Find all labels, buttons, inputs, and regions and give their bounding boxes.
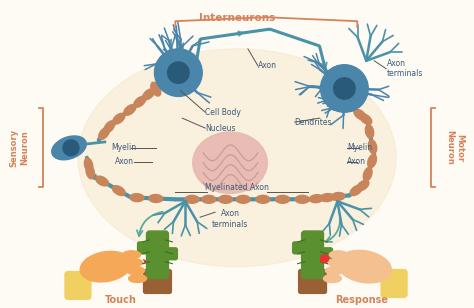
Text: Myelinated Axon: Myelinated Axon: [205, 183, 269, 192]
Ellipse shape: [368, 154, 376, 168]
Ellipse shape: [326, 267, 343, 274]
Ellipse shape: [256, 195, 270, 203]
Ellipse shape: [331, 192, 345, 201]
Circle shape: [320, 255, 328, 263]
Ellipse shape: [124, 105, 136, 115]
Text: Axon
terminals: Axon terminals: [387, 59, 423, 79]
Ellipse shape: [350, 185, 362, 196]
Ellipse shape: [323, 274, 341, 282]
Ellipse shape: [193, 132, 267, 193]
Ellipse shape: [328, 259, 346, 267]
Ellipse shape: [364, 168, 372, 181]
FancyBboxPatch shape: [292, 242, 309, 254]
FancyBboxPatch shape: [317, 248, 332, 260]
Ellipse shape: [125, 259, 143, 267]
Ellipse shape: [104, 121, 115, 133]
Text: Response: Response: [335, 295, 388, 305]
Text: Touch: Touch: [105, 295, 137, 305]
Ellipse shape: [123, 251, 141, 259]
Text: Axon: Axon: [258, 61, 277, 70]
Ellipse shape: [219, 195, 233, 203]
Ellipse shape: [149, 195, 163, 202]
FancyBboxPatch shape: [144, 270, 172, 293]
Text: Myelin: Myelin: [111, 143, 137, 152]
Ellipse shape: [357, 180, 369, 191]
Ellipse shape: [360, 114, 372, 124]
Ellipse shape: [275, 195, 290, 203]
Ellipse shape: [368, 140, 377, 154]
Ellipse shape: [80, 251, 131, 282]
Text: Nucleus: Nucleus: [205, 124, 236, 132]
Text: Axon: Axon: [115, 157, 134, 166]
Ellipse shape: [329, 251, 347, 259]
Ellipse shape: [128, 274, 146, 282]
Ellipse shape: [96, 176, 109, 186]
Text: Myelin: Myelin: [347, 143, 373, 152]
Text: Motor
Neuron: Motor Neuron: [445, 131, 465, 165]
FancyBboxPatch shape: [301, 231, 323, 278]
Ellipse shape: [86, 165, 94, 179]
FancyBboxPatch shape: [146, 231, 168, 278]
Ellipse shape: [112, 186, 125, 196]
Ellipse shape: [84, 158, 93, 172]
Text: Dendrites: Dendrites: [295, 118, 332, 127]
FancyBboxPatch shape: [162, 248, 177, 260]
Text: Cell Body: Cell Body: [205, 108, 241, 117]
Circle shape: [334, 78, 355, 99]
Circle shape: [320, 65, 368, 112]
FancyBboxPatch shape: [299, 270, 327, 293]
Text: Axon
terminals: Axon terminals: [212, 209, 248, 229]
Ellipse shape: [202, 195, 216, 203]
Ellipse shape: [151, 82, 160, 95]
Ellipse shape: [134, 96, 146, 107]
FancyBboxPatch shape: [65, 272, 91, 299]
Ellipse shape: [295, 195, 309, 203]
Ellipse shape: [143, 89, 155, 100]
Circle shape: [168, 62, 189, 83]
Ellipse shape: [127, 267, 145, 274]
Ellipse shape: [52, 136, 86, 160]
Ellipse shape: [78, 49, 396, 267]
Ellipse shape: [337, 250, 392, 283]
Ellipse shape: [99, 128, 109, 139]
Text: Sensory
Neuron: Sensory Neuron: [9, 129, 29, 167]
Text: Axon: Axon: [347, 157, 366, 166]
Circle shape: [155, 49, 202, 96]
FancyBboxPatch shape: [137, 242, 154, 254]
Ellipse shape: [354, 109, 366, 120]
Text: Interneurons: Interneurons: [199, 13, 275, 23]
FancyBboxPatch shape: [381, 270, 407, 297]
Ellipse shape: [113, 113, 125, 124]
Ellipse shape: [365, 125, 374, 138]
Ellipse shape: [236, 195, 250, 203]
Ellipse shape: [130, 194, 144, 202]
Circle shape: [63, 140, 79, 156]
Ellipse shape: [151, 83, 161, 96]
Ellipse shape: [310, 195, 323, 203]
Ellipse shape: [320, 194, 334, 202]
Ellipse shape: [185, 195, 199, 203]
